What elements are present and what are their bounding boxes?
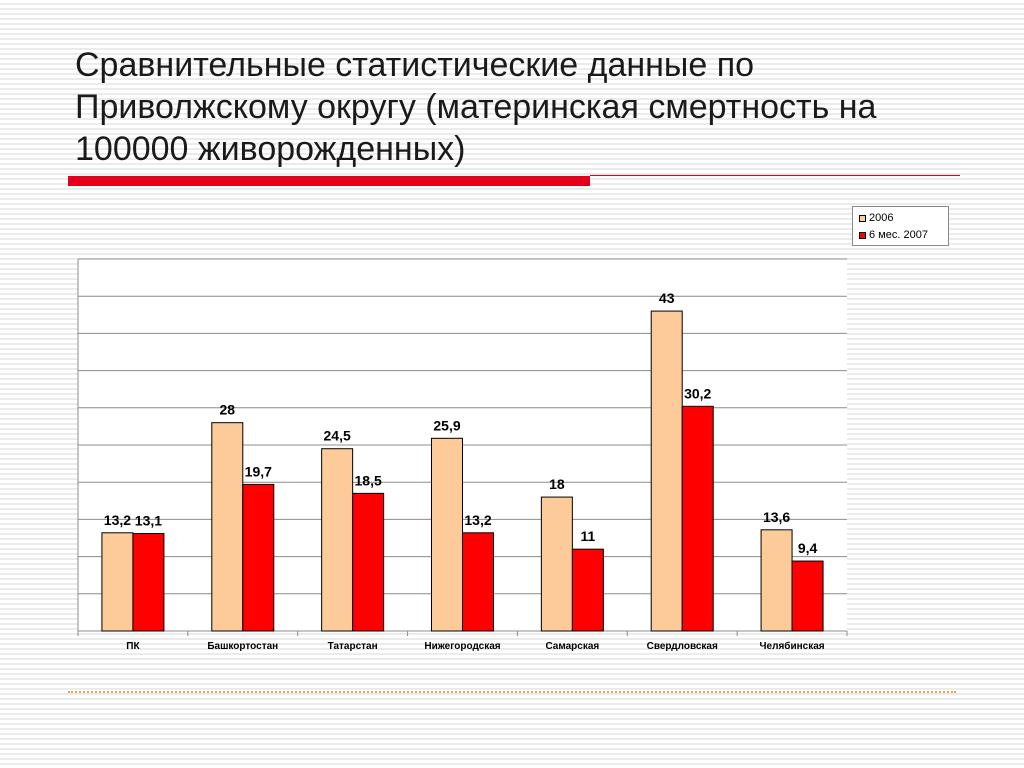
legend-label-2006: 2006: [869, 212, 894, 224]
data-label-2007: 9,4: [798, 540, 818, 556]
title-underline-accent: [68, 176, 590, 186]
legend-swatch-2007: [859, 231, 866, 239]
bar-2007: [352, 492, 385, 632]
bar-2006: [211, 422, 244, 632]
x-tick-label: Самарская: [545, 641, 599, 652]
legend-swatch-2006: [859, 214, 866, 222]
bar-2006: [540, 496, 573, 632]
x-tick-label: Челябинская: [760, 640, 825, 652]
title-underline-thin: [590, 175, 960, 176]
x-tick-label: Свердловская: [647, 641, 718, 652]
bar-2007: [681, 405, 714, 632]
data-label-2007: 11: [580, 528, 595, 544]
slide-title: Сравнительные статистические данные по П…: [75, 46, 877, 168]
data-label-2006: 18: [549, 476, 565, 492]
data-label-2007: 18,5: [355, 472, 382, 488]
data-label-2007: 13,2: [464, 512, 491, 528]
x-tick-label: Башкортостан: [207, 641, 278, 652]
bar-2007: [132, 533, 165, 632]
data-label-2007: 30,2: [684, 385, 711, 401]
chart-legend: 2006 6 мес. 2007: [852, 206, 949, 246]
x-tick-label: Татарстан: [328, 641, 378, 652]
data-label-2006: 24,5: [324, 428, 351, 444]
data-label-2007: 13,1: [135, 513, 162, 529]
x-tick-label: ПК: [126, 641, 140, 652]
x-tick-label: Нижегородская: [424, 641, 500, 652]
data-label-2006: 43: [659, 290, 675, 306]
bar-2007: [791, 560, 824, 632]
data-label-2006: 28: [219, 402, 235, 418]
bar-2007: [462, 532, 494, 632]
data-label-2006: 13,6: [763, 509, 790, 525]
data-label-2006: 25,9: [433, 417, 460, 433]
data-label-2007: 19,7: [245, 463, 272, 479]
bar-2006: [650, 310, 683, 632]
bottom-divider: [68, 691, 956, 693]
legend-label-2007: 6 мес. 2007: [869, 229, 928, 241]
bar-2006: [760, 529, 793, 632]
legend-item-2006: 2006: [859, 211, 893, 225]
data-label-2006: 13,2: [104, 512, 131, 528]
bar-2006: [101, 532, 134, 632]
bar-2007: [242, 483, 275, 632]
bar-2006: [431, 437, 463, 632]
legend-item-2007: 6 мес. 2007: [859, 228, 928, 242]
bar-2007: [571, 548, 604, 632]
bar-2006: [321, 448, 354, 632]
